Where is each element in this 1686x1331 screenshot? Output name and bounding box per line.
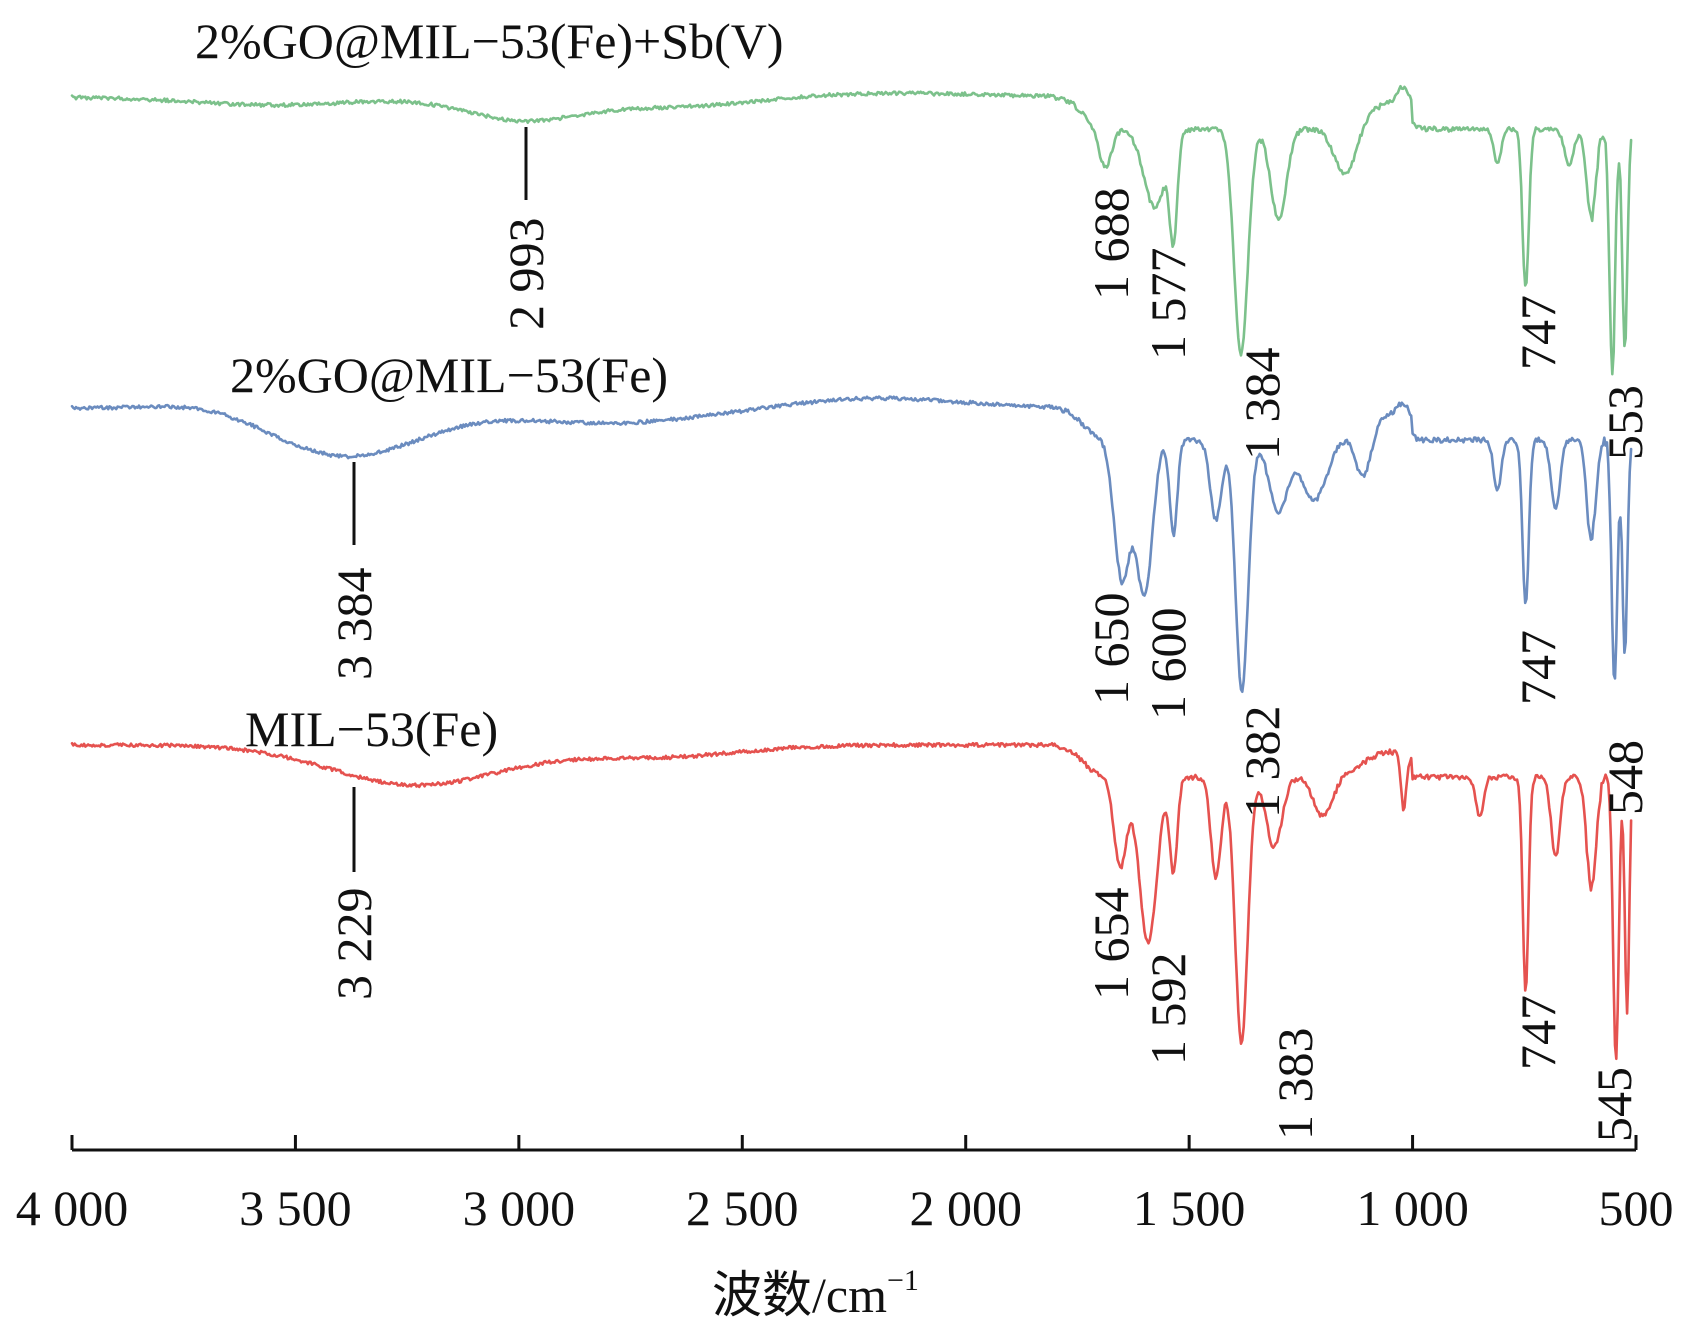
x-tick-label: 500 <box>1599 1180 1674 1236</box>
series-label-green: 2%GO@MIL−53(Fe)+Sb(V) <box>195 13 783 69</box>
series-line <box>70 741 1633 1061</box>
peak-label: 1 384 <box>1234 348 1290 461</box>
peak-label: 1 654 <box>1083 888 1139 1001</box>
x-axis-ticks <box>70 1135 1638 1150</box>
x-axis-tick-labels: 4 000 3 500 3 000 2 500 2 000 1 500 1 000 500 <box>16 1180 1674 1236</box>
peak-label: 1 592 <box>1140 953 1196 1066</box>
series-label-red: MIL−53(Fe) <box>245 701 498 757</box>
peak-label: 548 <box>1597 740 1653 815</box>
x-tick-label: 3 000 <box>463 1180 576 1236</box>
x-tick-label: 4 000 <box>16 1180 129 1236</box>
x-axis-title: 波数/cm−1 <box>712 1264 919 1323</box>
peak-label: 3 229 <box>326 888 382 1001</box>
peak-label: 1 600 <box>1140 608 1196 721</box>
series-label-blue: 2%GO@MIL−53(Fe) <box>230 347 668 403</box>
x-axis-title-superscript: −1 <box>887 1264 919 1297</box>
peak-label: 3 384 <box>326 568 382 681</box>
peak-label: 1 383 <box>1267 1028 1323 1141</box>
peak-label: 747 <box>1510 995 1566 1070</box>
peak-label: 747 <box>1510 295 1566 370</box>
peak-label: 545 <box>1586 1067 1642 1142</box>
x-tick-label: 1 000 <box>1356 1180 1469 1236</box>
x-tick-label: 1 500 <box>1133 1180 1246 1236</box>
x-axis-title-main: 波数/cm <box>712 1267 887 1323</box>
peak-label: 1 688 <box>1083 188 1139 301</box>
series-line <box>70 84 1633 376</box>
peak-label: 1 650 <box>1083 593 1139 706</box>
series-labels: 2%GO@MIL−53(Fe)+Sb(V) 2%GO@MIL−53(Fe) MI… <box>195 13 783 757</box>
peak-label: 553 <box>1597 385 1653 460</box>
x-tick-label: 3 500 <box>239 1180 352 1236</box>
x-tick-label: 2 000 <box>909 1180 1022 1236</box>
peak-label: 1 382 <box>1234 706 1290 819</box>
peak-leader-lines <box>352 127 528 872</box>
x-tick-label: 2 500 <box>686 1180 799 1236</box>
series-line <box>70 395 1633 693</box>
spectra-traces <box>70 84 1633 1061</box>
peak-label: 747 <box>1510 630 1566 705</box>
peak-label: 1 577 <box>1140 248 1196 361</box>
peak-label: 2 993 <box>498 218 554 331</box>
